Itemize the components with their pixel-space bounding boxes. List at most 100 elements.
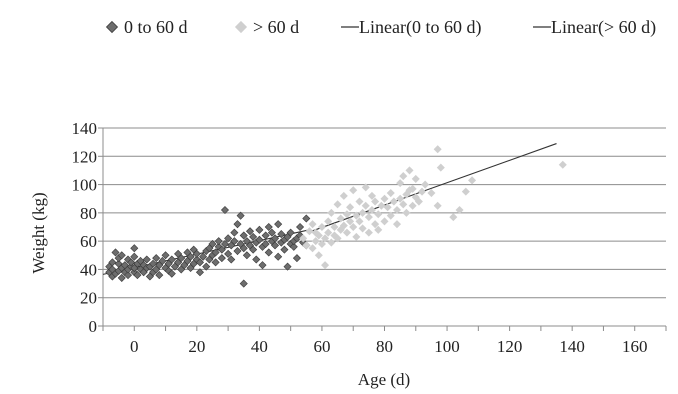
point-over-60d [383, 203, 392, 212]
point-over-60d [402, 208, 411, 217]
point-over-60d [558, 160, 567, 169]
trendlines [102, 143, 557, 275]
legend: 0 to 60 d > 60 d Linear(0 to 60 d) Linear(>… [105, 17, 656, 38]
point-over-60d [305, 227, 314, 236]
point-over-60d [324, 217, 333, 226]
x-tick-label: 0 [130, 337, 139, 356]
point-0-to-60d [271, 241, 280, 250]
point-over-60d [418, 187, 427, 196]
point-0-to-60d [249, 245, 258, 254]
y-axis-label: Weight (kg) [29, 192, 48, 273]
point-over-60d [317, 222, 326, 232]
point-over-60d [433, 201, 442, 210]
point-over-60d [339, 221, 348, 230]
point-over-60d [374, 225, 383, 234]
point-over-60d [317, 239, 326, 248]
point-0-to-60d [202, 262, 211, 271]
point-over-60d [371, 220, 380, 229]
point-0-to-60d [149, 259, 158, 268]
point-0-to-60d [130, 244, 139, 253]
y-tick-label: 0 [89, 317, 98, 336]
y-tick-label: 120 [72, 147, 98, 166]
point-0-to-60d [108, 258, 117, 267]
point-0-to-60d [274, 220, 283, 229]
point-0-to-60d [292, 254, 301, 263]
point-over-60d [364, 213, 373, 222]
legend-label: Linear(> 60 d) [551, 17, 656, 38]
point-over-60d [321, 234, 330, 243]
point-over-60d [392, 206, 402, 215]
point-0-to-60d [217, 245, 226, 254]
point-over-60d [427, 189, 436, 198]
y-tick-label: 20 [80, 289, 97, 308]
point-over-60d [361, 183, 370, 192]
point-over-60d [349, 186, 358, 195]
point-over-60d [461, 187, 470, 196]
point-over-60d [380, 217, 389, 226]
x-tick-label: 100 [434, 337, 460, 356]
point-over-60d [399, 172, 408, 181]
point-over-60d [308, 220, 317, 229]
point-over-60d [333, 234, 342, 243]
point-0-to-60d [261, 239, 270, 248]
x-tick-label: 120 [497, 337, 523, 356]
point-over-60d [358, 208, 367, 217]
point-0-to-60d [258, 261, 267, 270]
x-tick-label: 140 [559, 337, 585, 356]
point-over-60d [299, 234, 308, 243]
point-0-to-60d [255, 235, 264, 244]
point-over-60d [367, 206, 377, 215]
point-0-to-60d [211, 248, 220, 257]
point-0-to-60d [127, 258, 136, 267]
point-0-to-60d [199, 252, 208, 261]
point-0-to-60d [239, 244, 248, 253]
point-over-60d [374, 210, 383, 219]
point-0-to-60d [133, 271, 142, 280]
point-0-to-60d [277, 230, 286, 239]
point-over-60d [346, 203, 355, 212]
y-tick-label: 140 [72, 119, 98, 138]
point-over-60d [468, 176, 477, 185]
point-over-60d [302, 241, 311, 250]
point-0-to-60d [296, 222, 305, 232]
point-over-60d [436, 163, 445, 172]
point-over-60d [314, 251, 323, 260]
point-over-60d [380, 194, 389, 203]
point-0-to-60d [233, 247, 242, 256]
point-over-60d [367, 191, 377, 200]
point-0-to-60d [208, 239, 217, 248]
point-over-60d [311, 237, 320, 246]
point-0-to-60d [224, 249, 233, 258]
point-over-60d [389, 197, 398, 206]
point-over-60d [336, 214, 345, 223]
legend-marker [234, 20, 248, 34]
point-0-to-60d [158, 256, 167, 265]
point-over-60d [411, 174, 420, 183]
point-over-60d [408, 201, 417, 210]
point-0-to-60d [261, 231, 270, 240]
point-0-to-60d [289, 242, 298, 251]
legend-label: 0 to 60 d [124, 17, 188, 37]
point-0-to-60d [217, 254, 226, 263]
point-0-to-60d [161, 251, 170, 260]
point-over-60d [342, 228, 351, 237]
point-0-to-60d [264, 222, 273, 232]
x-tick-label: 20 [188, 337, 205, 356]
point-over-60d [352, 211, 361, 220]
point-0-to-60d [255, 225, 264, 234]
point-0-to-60d [214, 237, 223, 246]
point-over-60d [364, 228, 373, 237]
tick-labels: 0 20 40 60 80 100 120 140 0 20 40 60 80 100 120 140 160 [72, 119, 648, 356]
point-over-60d [405, 166, 414, 175]
point-0-to-60d [224, 234, 233, 243]
point-0-to-60d [211, 258, 220, 267]
point-0-to-60d [152, 254, 161, 263]
point-0-to-60d [123, 271, 133, 280]
point-over-60d [355, 197, 364, 206]
point-0-to-60d [245, 227, 255, 236]
point-0-to-60d [195, 258, 204, 267]
x-tick-label: 160 [622, 337, 648, 356]
x-tick-label: 80 [376, 337, 393, 356]
point-over-60d [314, 231, 323, 240]
point-0-to-60d [230, 228, 239, 237]
